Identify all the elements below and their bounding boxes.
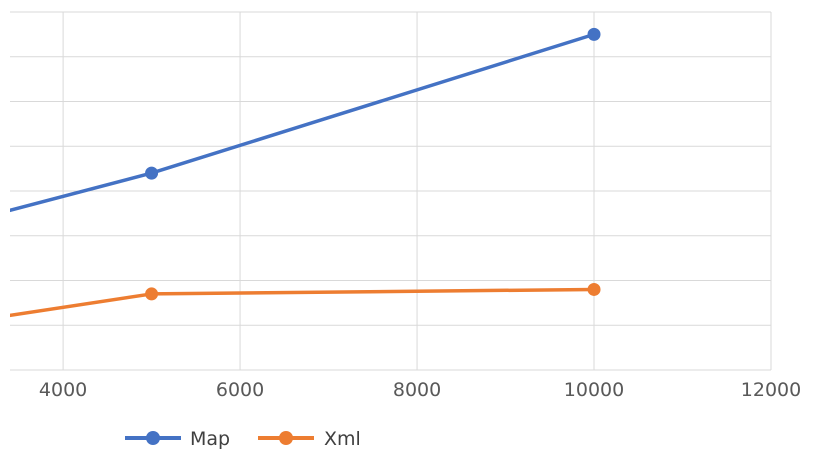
x-tick-label: 10000 (564, 379, 624, 401)
data-point-map (145, 166, 159, 180)
data-point-map (587, 27, 601, 41)
legend-marker-xml (279, 431, 293, 445)
legend-marker-map (146, 431, 160, 445)
legend-item-xml[interactable]: Xml (258, 428, 361, 450)
x-tick-labels: 4000 6000 8000 10000 12000 (39, 379, 801, 401)
legend-label-map: Map (190, 428, 230, 450)
x-tick-label: 8000 (393, 379, 441, 401)
series-line-map (10, 32, 596, 213)
legend: Map Xml (125, 428, 361, 450)
legend-item-map[interactable]: Map (125, 428, 230, 450)
series-line-xml (10, 287, 596, 318)
data-point-xml (587, 282, 601, 296)
series-lines (10, 27, 601, 318)
x-tick-label: 4000 (39, 379, 87, 401)
grid-lines (10, 11, 772, 370)
legend-label-xml: Xml (324, 428, 361, 450)
x-tick-label: 6000 (216, 379, 264, 401)
data-point-xml (145, 287, 159, 301)
x-tick-label: 12000 (741, 379, 801, 401)
